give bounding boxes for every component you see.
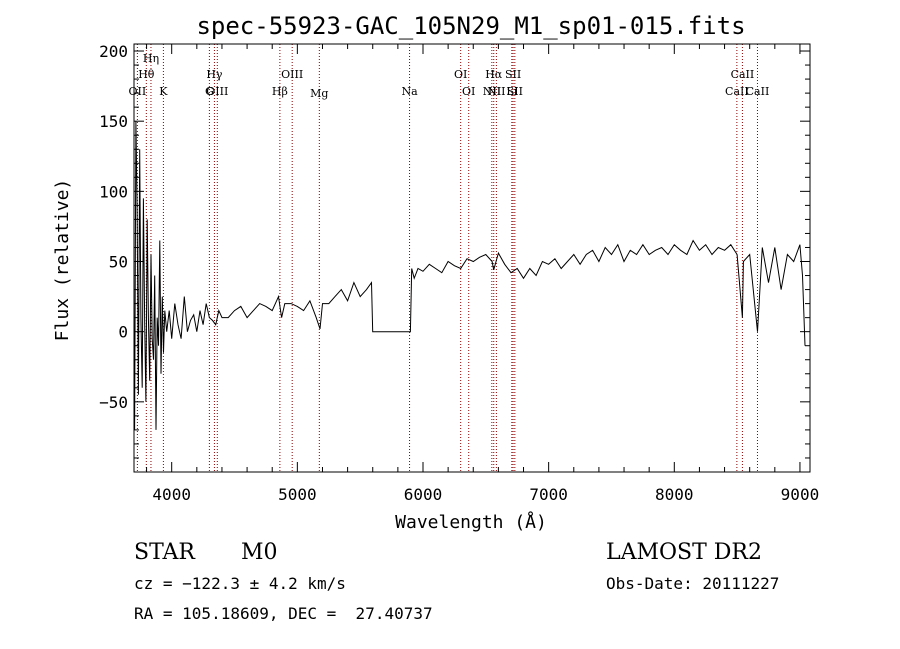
y-tick-label: 100 — [99, 182, 128, 201]
x-tick-label: 7000 — [529, 485, 568, 504]
marker-label: Hθ — [138, 68, 155, 81]
y-axis-label: Flux (relative) — [52, 179, 73, 342]
marker-label: OI — [454, 68, 467, 81]
marker-label: Hγ — [206, 68, 223, 81]
y-tick-label: 50 — [109, 253, 128, 272]
object-class: STAR — [134, 540, 195, 565]
marker-label: OIII — [281, 68, 303, 81]
x-tick-label: 6000 — [404, 485, 443, 504]
chart-title: spec-55923-GAC_105N29_M1_sp01-015.fits — [196, 12, 745, 40]
marker-label: CaII — [725, 85, 749, 98]
y-tick-label: 200 — [99, 42, 128, 61]
marker-label: SII — [507, 85, 523, 98]
marker-label: NII — [487, 85, 505, 98]
marker-label: Hβ — [272, 85, 288, 98]
object-subclass: M0 — [241, 540, 278, 565]
y-tick-label: 0 — [118, 323, 128, 342]
marker-label: Hη — [143, 52, 159, 65]
observation-date: Obs-Date: 20111227 — [606, 574, 780, 593]
marker-label: K — [159, 85, 168, 98]
y-tick-label: 150 — [99, 112, 128, 131]
marker-label: Hα — [485, 68, 503, 81]
marker-label: OIII — [206, 85, 228, 98]
x-tick-label: 8000 — [655, 485, 694, 504]
spectrum-line — [134, 121, 806, 430]
marker-label: OII — [129, 85, 147, 98]
marker-label: OI — [462, 85, 475, 98]
marker-label: CaII — [746, 85, 770, 98]
redshift-cz: cz = −122.3 ± 4.2 km/s — [134, 574, 346, 593]
x-tick-label: 5000 — [278, 485, 317, 504]
marker-label: CaII — [731, 68, 755, 81]
marker-label: Li — [506, 85, 517, 98]
x-tick-label: 4000 — [152, 485, 191, 504]
marker-label: SII — [505, 68, 521, 81]
marker-label: G — [205, 85, 214, 98]
y-tick-label: −50 — [99, 393, 128, 412]
plot-frame — [133, 43, 811, 473]
marker-label: NII — [483, 85, 501, 98]
line-markers — [136, 44, 758, 472]
x-axis-ticks: 4000 5000 6000 7000 8000 9000 — [146, 44, 820, 504]
survey-name: LAMOST DR2 — [606, 540, 762, 565]
x-axis-label: Wavelength (Å) — [395, 511, 547, 533]
ra-dec: RA = 105.18609, DEC = 27.40737 — [134, 604, 433, 623]
y-axis-ticks: −50 0 50 100 150 200 — [99, 42, 810, 459]
marker-label: Na — [401, 85, 418, 98]
marker-label: Mg — [310, 87, 328, 100]
x-tick-label: 9000 — [781, 485, 820, 504]
